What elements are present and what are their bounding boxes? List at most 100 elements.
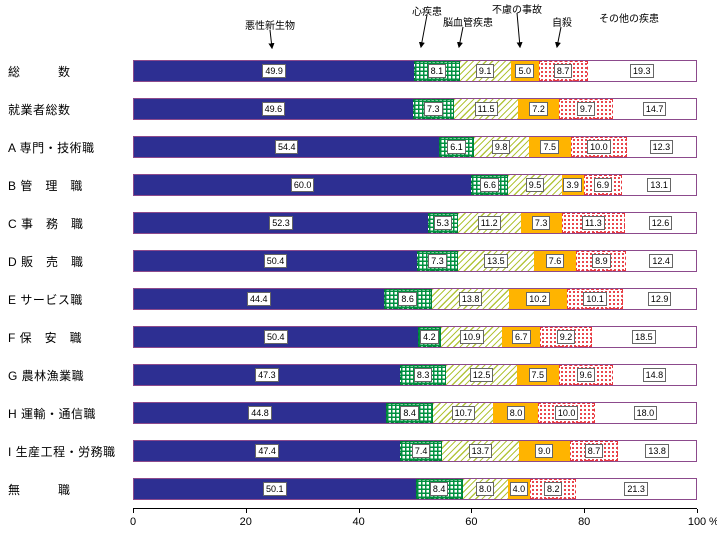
bar-track: 50.1 8.4 8.0 4.0 8.2 21.3 xyxy=(133,478,697,500)
bar-segment-4: 11.3 xyxy=(561,213,626,233)
bar-segment-4: 8.7 xyxy=(538,61,588,81)
bar-track: 52.3 5.3 11.2 7.3 11.3 12.6 xyxy=(133,212,697,234)
segment-value-label: 10.0 xyxy=(587,140,611,154)
bar-segment-0: 60.0 xyxy=(134,175,472,195)
segment-value-label: 6.7 xyxy=(512,330,531,344)
bar-segment-2: 9.1 xyxy=(459,61,511,81)
bar-row: D 販 売 職 50.4 7.3 13.5 7.6 8.9 12.4 xyxy=(0,242,717,280)
segment-value-label: 7.5 xyxy=(528,368,548,382)
segment-value-label: 8.1 xyxy=(427,64,447,78)
bar-row: F 保 安 職 50.4 4.2 10.9 6.7 9.2 18.5 xyxy=(0,318,717,356)
axis-percent-label: % xyxy=(709,516,717,528)
bar-track: 44.4 8.6 13.8 10.2 10.1 12.9 xyxy=(133,288,697,310)
bar-segment-3: 10.2 xyxy=(509,289,567,309)
segment-value-label: 10.1 xyxy=(583,292,607,306)
segment-value-label: 8.7 xyxy=(584,444,604,458)
bar-segment-3: 7.6 xyxy=(533,251,577,271)
bar-segment-4: 8.7 xyxy=(569,441,619,461)
segment-value-label: 21.3 xyxy=(624,482,648,496)
bar-segment-0: 54.4 xyxy=(134,137,440,157)
bar-row: E サービス職 44.4 8.6 13.8 10.2 10.1 12.9 xyxy=(0,280,717,318)
segment-value-label: 5.0 xyxy=(515,64,534,78)
segment-value-label: 12.5 xyxy=(469,368,494,382)
bar-segment-3: 9.0 xyxy=(518,441,570,461)
legend-annotations: 悪性新生物 心疾患 脳血管疾患 不慮の事故 自殺 その他の疾患 xyxy=(0,0,717,52)
segment-value-label: 19.3 xyxy=(630,64,654,78)
bar-row: G 農林漁業職 47.3 8.3 12.5 7.5 9.6 14.8 xyxy=(0,356,717,394)
bar-segment-4: 9.7 xyxy=(558,99,614,119)
axis-tick-label: 100 xyxy=(687,516,707,528)
bar-segment-1: 4.2 xyxy=(417,327,442,347)
segment-value-label: 8.0 xyxy=(506,406,526,420)
bar-segment-2: 10.9 xyxy=(441,327,503,347)
category-label: F 保 安 職 xyxy=(8,330,83,345)
segment-value-label: 3.9 xyxy=(563,178,582,192)
segment-value-label: 9.7 xyxy=(576,102,596,116)
bar-track: 54.4 6.1 9.8 7.5 10.0 12.3 xyxy=(133,136,697,158)
x-axis: 0 20 40 60 80 100% xyxy=(130,508,717,538)
bar-row: A 専門・技術職 54.4 6.1 9.8 7.5 10.0 12.3 xyxy=(0,128,717,166)
segment-value-label: 8.6 xyxy=(398,292,417,306)
bar-segment-1: 8.4 xyxy=(386,403,434,423)
bar-row: 総 数 49.9 8.1 9.1 5.0 8.7 19.3 xyxy=(0,52,717,90)
segment-value-label: 11.5 xyxy=(474,102,498,116)
category-label: H 運輸・通信職 xyxy=(8,406,97,421)
segment-value-label: 44.4 xyxy=(246,292,271,306)
segment-value-label: 12.6 xyxy=(648,216,673,230)
bar-segment-3: 5.0 xyxy=(510,61,539,81)
legend-label-suicide: 自殺 xyxy=(552,18,572,29)
bar-row: B 管 理 職 60.0 6.6 9.5 3.9 6.9 13.1 xyxy=(0,166,717,204)
category-label: E サービス職 xyxy=(8,292,83,307)
bar-segment-4: 9.6 xyxy=(558,365,613,385)
bar-segment-5: 13.1 xyxy=(622,175,696,195)
legend-arrows xyxy=(268,12,562,50)
chart-area: 総 数 49.9 8.1 9.1 5.0 8.7 19.3 就業者総数 49.6 7.3 11.5 7… xyxy=(0,52,717,508)
bar-segment-5: 18.5 xyxy=(591,327,696,347)
segment-value-label: 54.4 xyxy=(274,140,299,154)
segment-value-label: 8.9 xyxy=(592,254,611,268)
bar-segment-4: 10.1 xyxy=(566,289,624,309)
segment-value-label: 12.9 xyxy=(647,292,672,306)
segment-value-label: 18.0 xyxy=(633,406,658,420)
axis-tick xyxy=(358,509,360,513)
bar-segment-0: 50.4 xyxy=(134,251,417,271)
bar-segment-0: 49.6 xyxy=(134,99,413,119)
segment-value-label: 7.3 xyxy=(428,254,447,268)
category-label: G 農林漁業職 xyxy=(8,368,85,383)
segment-value-label: 8.4 xyxy=(429,482,449,496)
bar-segment-4: 10.0 xyxy=(570,137,627,157)
legend-label-cerebrovascular: 脳血管疾患 xyxy=(443,18,493,29)
bar-row: 無 職 50.1 8.4 8.0 4.0 8.2 21.3 xyxy=(0,470,717,508)
bar-segment-5: 12.6 xyxy=(625,213,696,233)
axis-tick-label: 40 xyxy=(352,516,365,528)
segment-value-label: 47.3 xyxy=(255,368,279,382)
axis-tick-label: 60 xyxy=(465,516,478,528)
category-label: 無 職 xyxy=(8,482,71,497)
bar-segment-4: 10.0 xyxy=(538,403,595,423)
bar-segment-5: 12.3 xyxy=(626,137,696,157)
bar-segment-1: 7.3 xyxy=(412,99,454,119)
bar-segment-2: 9.5 xyxy=(508,175,562,195)
bar-segment-2: 13.8 xyxy=(431,289,510,309)
axis-tick xyxy=(697,509,698,513)
bar-row: H 運輸・通信職 44.8 8.4 10.7 8.0 10.0 18.0 xyxy=(0,394,717,432)
bar-segment-4: 8.9 xyxy=(576,251,627,271)
segment-value-label: 11.3 xyxy=(581,216,605,230)
bar-segment-3: 6.7 xyxy=(502,327,541,347)
bar-segment-1: 6.1 xyxy=(439,137,474,157)
bar-segment-0: 47.4 xyxy=(134,441,401,461)
bar-row: I 生産工程・労務職 47.4 7.4 13.7 9.0 8.7 13.8 xyxy=(0,432,717,470)
bar-segment-0: 49.9 xyxy=(134,61,415,81)
bar-segment-4: 8.2 xyxy=(530,479,577,499)
segment-value-label: 13.7 xyxy=(468,444,493,458)
segment-value-label: 9.5 xyxy=(525,178,545,192)
bar-segment-2: 13.5 xyxy=(457,251,534,271)
segment-value-label: 8.0 xyxy=(475,482,495,496)
segment-value-label: 7.4 xyxy=(411,444,431,458)
bar-segment-1: 7.4 xyxy=(400,441,442,461)
category-label: I 生産工程・労務職 xyxy=(8,444,116,459)
bar-segment-0: 44.4 xyxy=(134,289,384,309)
segment-value-label: 4.2 xyxy=(420,330,439,344)
segment-value-label: 52.3 xyxy=(269,216,293,230)
